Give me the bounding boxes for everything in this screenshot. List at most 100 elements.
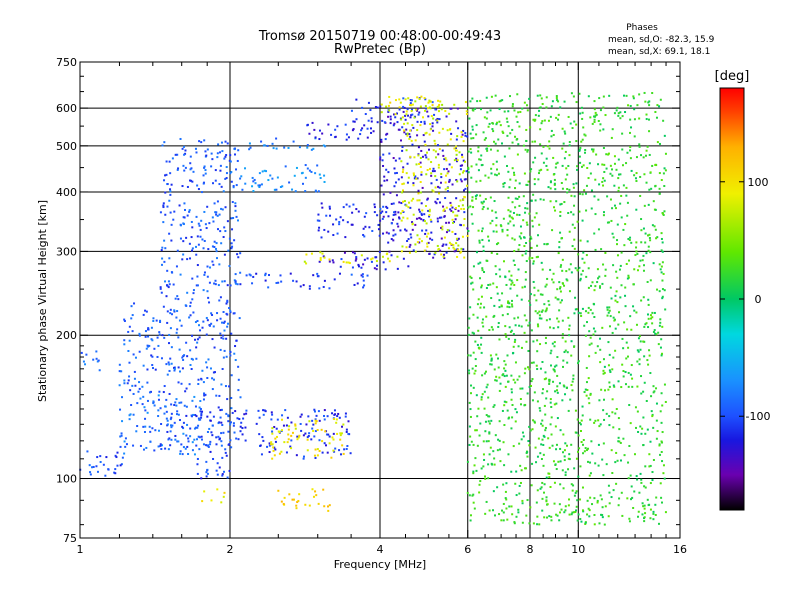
data-point — [410, 104, 413, 107]
data-point — [603, 418, 606, 421]
data-point — [295, 504, 298, 507]
data-point — [489, 446, 492, 449]
data-point — [489, 109, 492, 112]
data-point — [555, 443, 558, 446]
data-point — [157, 394, 160, 397]
data-point — [649, 464, 652, 467]
data-point — [119, 408, 122, 411]
data-point — [421, 116, 424, 119]
data-point — [205, 471, 208, 474]
data-point — [367, 119, 370, 122]
data-point — [564, 349, 567, 352]
data-point — [617, 189, 620, 192]
data-point — [639, 175, 642, 178]
data-point — [212, 220, 215, 223]
data-point — [387, 104, 390, 107]
data-point — [642, 444, 645, 447]
data-point — [327, 433, 330, 436]
data-point — [599, 494, 602, 497]
data-point — [563, 351, 566, 354]
data-point — [531, 428, 534, 431]
data-point — [196, 426, 199, 429]
data-point — [526, 150, 529, 153]
data-point — [169, 430, 172, 433]
data-point — [202, 182, 205, 185]
data-point — [339, 432, 342, 435]
data-point — [514, 381, 517, 384]
data-point — [573, 494, 576, 497]
data-point — [577, 434, 580, 437]
data-point — [162, 221, 165, 224]
data-point — [518, 213, 521, 216]
data-point — [269, 443, 272, 446]
data-point — [613, 319, 616, 322]
data-point — [175, 316, 178, 319]
data-point — [182, 222, 185, 225]
data-point — [647, 363, 650, 366]
data-point — [163, 179, 166, 182]
data-point — [452, 221, 455, 224]
data-point — [597, 198, 600, 201]
data-point — [338, 223, 341, 226]
data-point — [499, 275, 502, 278]
data-point — [242, 417, 245, 420]
data-point — [582, 164, 585, 167]
data-point — [189, 427, 192, 430]
data-point — [600, 498, 603, 501]
data-point — [540, 122, 543, 125]
data-point — [487, 463, 490, 466]
data-point — [541, 102, 544, 105]
data-point — [95, 350, 98, 353]
data-point — [554, 209, 557, 212]
data-point — [553, 370, 556, 373]
data-point — [556, 317, 559, 320]
data-point — [322, 285, 325, 288]
data-point — [273, 188, 276, 191]
data-point — [625, 357, 628, 360]
data-point — [138, 334, 141, 337]
data-point — [573, 345, 576, 348]
data-point — [532, 340, 535, 343]
data-point — [524, 252, 527, 255]
data-point — [593, 514, 596, 517]
data-point — [610, 219, 613, 222]
data-point — [594, 248, 597, 251]
data-point — [591, 122, 594, 125]
data-point — [527, 324, 530, 327]
data-point — [635, 241, 638, 244]
data-point — [501, 99, 504, 102]
data-point — [271, 177, 274, 180]
data-point — [526, 499, 529, 502]
data-point — [584, 148, 587, 151]
data-point — [164, 447, 167, 450]
data-point — [271, 443, 274, 446]
data-point — [508, 326, 511, 329]
data-point — [222, 337, 225, 340]
data-point — [579, 277, 582, 280]
data-point — [619, 202, 622, 205]
data-point — [608, 424, 611, 427]
data-point — [546, 503, 549, 506]
data-point — [589, 172, 592, 175]
data-point — [528, 258, 531, 261]
data-point — [647, 298, 650, 301]
data-point — [182, 432, 185, 435]
data-point — [345, 447, 348, 450]
data-point — [334, 447, 337, 450]
data-point — [264, 274, 267, 277]
data-point — [660, 232, 663, 235]
data-point — [534, 310, 537, 313]
data-point — [342, 452, 345, 455]
data-point — [601, 506, 604, 509]
data-point — [219, 230, 222, 233]
data-point — [316, 272, 319, 275]
data-point — [164, 247, 167, 250]
data-point — [386, 179, 389, 182]
data-point — [653, 329, 656, 332]
data-point — [478, 483, 481, 486]
data-point — [439, 249, 442, 252]
data-point — [182, 358, 185, 361]
data-point — [294, 424, 297, 427]
data-point — [319, 251, 322, 254]
data-point — [370, 117, 373, 120]
